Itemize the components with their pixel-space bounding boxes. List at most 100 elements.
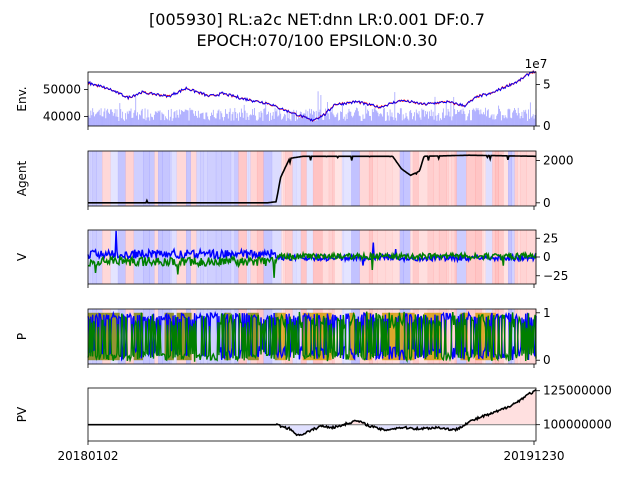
subplot-frame-4	[87, 387, 537, 442]
action-band	[427, 151, 434, 206]
x-tick-label-end: 20191230	[503, 449, 564, 463]
action-band	[448, 151, 452, 206]
action-band	[359, 151, 370, 206]
subplot-frame-1	[87, 150, 537, 207]
action-band	[200, 151, 205, 206]
action-band	[514, 309, 518, 364]
action-band	[418, 151, 429, 206]
action-band	[250, 151, 258, 206]
y-tick-label-4-1: 125000000	[543, 384, 612, 398]
action-band	[102, 151, 111, 206]
action-band	[176, 151, 187, 206]
action-band	[456, 151, 467, 206]
policy-fill	[95, 312, 105, 361]
action-band	[263, 151, 273, 206]
action-band	[207, 309, 217, 364]
action-band	[89, 230, 93, 284]
action-band	[200, 230, 205, 284]
action-band	[154, 151, 159, 206]
y-axis-label-1: Agent	[15, 160, 29, 196]
action-band	[322, 151, 330, 206]
chart-title-line1: [005930] RL:a2c NET:dnn LR:0.001 DF:0.7	[149, 10, 485, 29]
policy-fill	[282, 312, 286, 361]
subplot-frame-3	[87, 308, 537, 365]
action-band	[503, 151, 509, 206]
action-band	[284, 151, 293, 206]
policy-fill	[387, 312, 397, 361]
action-band	[171, 151, 177, 206]
action-band	[190, 230, 197, 284]
action-band	[117, 151, 126, 206]
action-band	[125, 309, 135, 364]
action-band	[186, 230, 191, 284]
y-tick-label-2-1: 0	[543, 250, 551, 264]
action-band	[514, 151, 518, 206]
action-band	[517, 151, 521, 206]
action-band	[186, 151, 191, 206]
action-band	[158, 230, 163, 284]
action-band	[215, 151, 222, 206]
action-band	[143, 230, 150, 284]
policy-fill	[164, 312, 174, 361]
action-band	[492, 230, 496, 284]
policy-buy-line	[87, 310, 537, 362]
action-band	[230, 230, 235, 284]
action-band	[221, 151, 232, 206]
agent-holdings-line	[88, 154, 536, 204]
policy-fill	[406, 312, 415, 361]
action-band	[248, 230, 251, 284]
x-tick-label-start: 20180102	[57, 449, 118, 463]
action-band	[343, 309, 352, 364]
value-sell-line	[87, 250, 537, 278]
y-tick-label-0r-1: 5	[543, 77, 551, 91]
action-band	[250, 230, 258, 284]
policy-fill	[349, 312, 355, 361]
y-tick-label-0-1: 50000	[43, 83, 81, 97]
action-band	[494, 230, 499, 284]
agent-action-bands	[88, 151, 537, 206]
action-band	[306, 151, 314, 206]
action-band	[96, 151, 103, 206]
action-band	[238, 151, 247, 206]
action-band	[328, 151, 333, 206]
action-band	[263, 309, 273, 364]
action-band	[238, 230, 247, 284]
action-band	[102, 230, 111, 284]
action-band	[196, 309, 201, 364]
policy-fill	[318, 312, 328, 361]
action-band	[196, 151, 201, 206]
action-band	[171, 230, 177, 284]
action-band	[454, 151, 457, 206]
action-band	[203, 230, 208, 284]
action-band	[412, 309, 419, 364]
action-band	[92, 230, 97, 284]
action-band	[89, 151, 93, 206]
action-band	[410, 151, 414, 206]
action-band	[256, 151, 264, 206]
y-tick-label-4-0: 100000000	[543, 418, 612, 432]
action-band	[517, 309, 521, 364]
y-tick-label-2-2: 25	[543, 231, 558, 245]
policy-sell-line	[87, 311, 537, 364]
action-band	[296, 151, 302, 206]
action-band	[343, 151, 352, 206]
action-band	[485, 151, 493, 206]
y-axis-label-4: PV	[15, 406, 29, 422]
action-band	[412, 151, 419, 206]
y-tick-label-1-1: 2000	[543, 154, 574, 168]
action-band	[526, 151, 537, 206]
policy-fill	[438, 312, 442, 361]
policy-fill	[140, 312, 144, 361]
action-band	[511, 151, 515, 206]
agent-subplot: 0 2000 Agent	[15, 150, 574, 210]
action-band	[498, 151, 504, 206]
action-band	[483, 151, 486, 206]
action-band	[246, 151, 249, 206]
action-band	[234, 309, 239, 364]
action-band	[494, 309, 499, 364]
action-band	[334, 151, 343, 206]
action-band	[433, 151, 440, 206]
action-band	[190, 151, 197, 206]
action-band	[283, 151, 286, 206]
